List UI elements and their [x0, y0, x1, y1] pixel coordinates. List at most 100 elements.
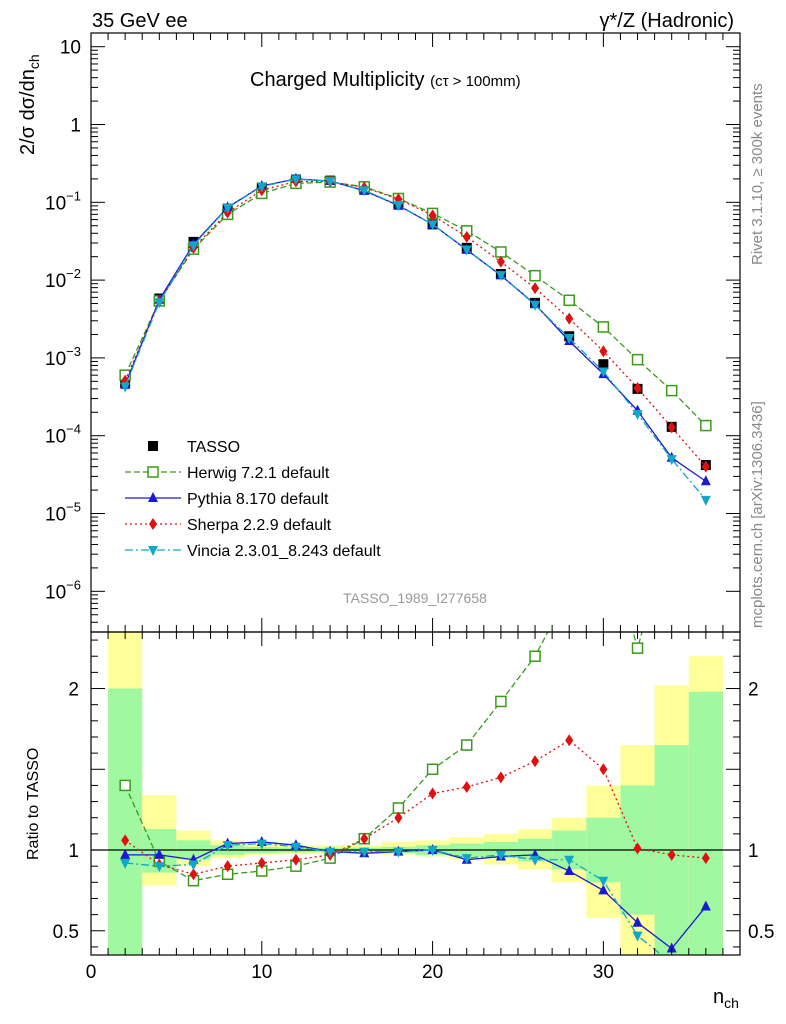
herwig-ratio-point-12	[529, 650, 541, 662]
x-axis-label-sub: ch	[724, 995, 739, 1011]
legend-marker-sherpa	[149, 518, 157, 530]
sherpa-point-10	[462, 230, 471, 243]
ratio-tick-label-right-2: 2	[748, 680, 759, 701]
series-line-sherpa	[124, 180, 707, 468]
sherpa-point-16	[667, 421, 676, 434]
mcplots-label: mcplots.cern.ch [arXiv:1306.3436]	[749, 401, 766, 628]
header-right: γ*/Z (Hadronic)	[600, 10, 734, 32]
herwig-point-11	[495, 246, 507, 258]
vincia-ratio-point-16	[667, 959, 677, 969]
legend-label-sherpa: Sherpa 2.2.9 default	[187, 517, 332, 534]
vincia-ratio-point-9	[427, 846, 438, 857]
vincia-point-14	[598, 367, 609, 378]
sherpa-ratio-point-4	[257, 856, 266, 869]
header-left: 35 GeV ee	[92, 10, 188, 32]
ratio-line-sherpa	[124, 739, 706, 875]
sherpa-point-17	[701, 460, 710, 473]
legend-label-pythia: Pythia 8.170 default	[187, 491, 329, 508]
x-tick-label-0: 0	[86, 962, 97, 983]
legend-entry-pythia: Pythia 8.170 default	[125, 491, 329, 508]
x-tick-label-3: 30	[593, 962, 614, 983]
legend-entry-tasso: TASSO	[148, 439, 240, 456]
herwig-point-12	[529, 269, 541, 282]
ratio-tick-label-left-0: 0.5	[53, 922, 79, 943]
vincia-point-9	[427, 220, 438, 231]
ratio-line-pythia	[125, 841, 707, 950]
sherpa-ratio-point-7	[360, 832, 369, 845]
legend-label-tasso: TASSO	[187, 439, 240, 456]
vincia-point-13	[564, 334, 575, 345]
vincia-ratio-point-1	[154, 862, 165, 873]
legend-entry-vincia: Vincia 2.3.01_8.243 default	[125, 543, 381, 560]
series-line-pythia	[124, 178, 707, 482]
y-tick-base-7: 10	[45, 582, 66, 603]
main-plot	[119, 172, 712, 506]
herwig-point-14	[597, 321, 610, 333]
y-tick-label-1: 1	[70, 116, 81, 137]
sherpa-ratio-point-11	[496, 771, 505, 784]
herwig-ratio-point-11	[495, 695, 507, 708]
sherpa-ratio-point-5	[291, 853, 300, 866]
vincia-ratio-point-15	[632, 931, 643, 942]
main-title-text: Charged Multiplicity	[250, 69, 425, 91]
legend-marker-herwig	[147, 466, 159, 478]
vincia-ratio-point-11	[495, 850, 506, 861]
vincia-point-12	[530, 300, 541, 311]
legend-label-vincia: Vincia 2.3.01_8.243 default	[187, 543, 381, 560]
y-axis-label-main-text: 2/σ dσ/dn	[17, 69, 39, 155]
vincia-point-8	[393, 201, 404, 212]
vincia-point-2	[188, 241, 199, 252]
pythia-ratio-point-14	[598, 884, 609, 895]
series-line-vincia	[124, 178, 707, 501]
ratio-uncertainty-band	[91, 632, 740, 955]
sherpa-point-14	[599, 345, 608, 358]
main-title-suffix: (cτ > 100mm)	[430, 73, 521, 90]
legend-entry-sherpa: Sherpa 2.2.9 default	[125, 517, 332, 534]
analysis-id: TASSO_1989_I277658	[343, 590, 487, 606]
ratio-band-inner-17	[688, 691, 723, 955]
vincia-point-3	[222, 203, 233, 214]
x-axis-label-text: n	[713, 986, 724, 1008]
ratio-tick-label-left-1: 1	[68, 841, 79, 862]
vincia-ratio-point-0	[120, 858, 131, 869]
y-tick-base-3: 10	[45, 271, 66, 292]
y-axis-label-main: 2/σ dσ/dnch	[17, 54, 42, 155]
pythia-ratio-point-16	[666, 942, 677, 953]
herwig-point-16	[665, 384, 678, 397]
rivet-label: Rivet 3.1.10, ≥ 300k events	[749, 83, 766, 265]
y-tick-label-2: 10−1	[45, 188, 81, 214]
vincia-point-1	[154, 298, 165, 309]
sherpa-ratio-point-13	[565, 734, 574, 747]
y-tick-label-5: 10−4	[45, 422, 81, 448]
herwig-ratio-point-17	[701, 522, 711, 532]
legend-entry-herwig: Herwig 7.2.1 default	[125, 465, 330, 482]
vincia-point-7	[359, 186, 370, 197]
y-tick-exp-4: −3	[66, 344, 81, 359]
sherpa-ratio-point-17	[701, 852, 710, 865]
ratio-line-herwig	[124, 632, 643, 882]
y-tick-exp-7: −6	[66, 577, 81, 592]
sherpa-ratio-point-8	[394, 811, 403, 824]
main-title: Charged Multiplicity (cτ > 100mm)	[250, 69, 521, 91]
y-axis-label-ratio: Ratio to TASSO	[25, 748, 42, 860]
vincia-point-15	[632, 410, 643, 421]
sherpa-ratio-point-16	[667, 848, 676, 861]
vincia-point-10	[461, 245, 472, 256]
pythia-point-17	[700, 475, 711, 486]
herwig-ratio-point-9	[426, 763, 439, 776]
vincia-ratio-point-2	[188, 860, 199, 871]
ratio-tick-label-right-0: 0.5	[748, 922, 774, 943]
vincia-ratio-point-3	[222, 841, 233, 852]
x-tick-label-1: 10	[251, 962, 272, 983]
vincia-ratio-point-10	[461, 854, 472, 865]
ratio-tick-label-left-2: 2	[68, 680, 79, 701]
sherpa-ratio-point-0	[121, 834, 130, 847]
x-tick-label-2: 20	[422, 962, 443, 983]
herwig-point-13	[563, 294, 575, 307]
vincia-ratio-point-7	[359, 847, 370, 858]
herwig-ratio-point-0	[119, 779, 131, 792]
legend: TASSO Herwig 7.2.1 default Pythia 8.170 de…	[125, 439, 381, 560]
legend-marker-vincia	[148, 546, 158, 556]
